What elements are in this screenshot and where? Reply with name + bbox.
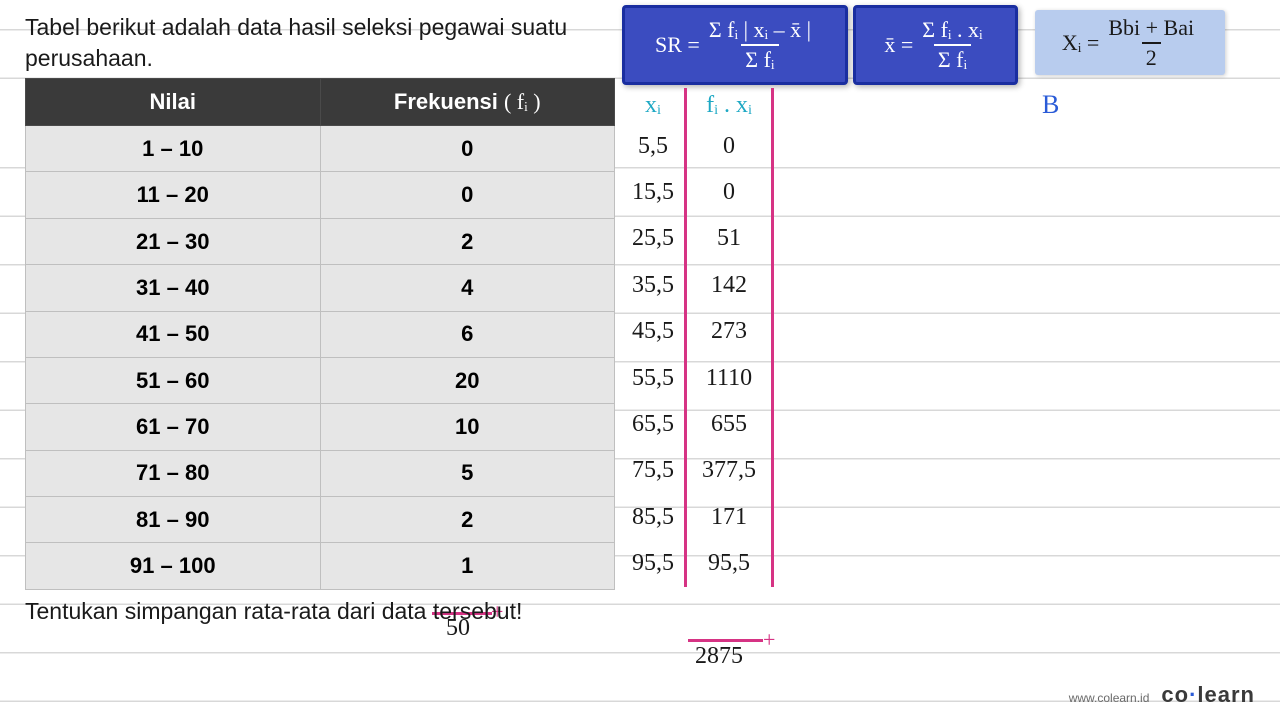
col-frekuensi-header: Frekuensi ( fᵢ ) (320, 79, 615, 126)
cell-frekuensi: 0 (320, 172, 615, 218)
table-row: 41 – 506 (26, 311, 615, 357)
table-row: 61 – 7010 (26, 404, 615, 450)
cell-nilai: 61 – 70 (26, 404, 321, 450)
cell-frekuensi: 20 (320, 357, 615, 403)
col-nilai-header: Nilai (26, 79, 321, 126)
cell-nilai: 91 – 100 (26, 543, 321, 589)
cell-frekuensi: 2 (320, 218, 615, 264)
data-table: Nilai Frekuensi ( fᵢ ) 1 – 10011 – 20021… (25, 78, 615, 590)
cell-nilai: 41 – 50 (26, 311, 321, 357)
table-row: 1 – 100 (26, 126, 615, 172)
title-line-1: Tabel berikut adalah data hasil seleksi … (25, 14, 567, 40)
footer-logo: co·learn (1161, 682, 1255, 708)
table-row: 91 – 1001 (26, 543, 615, 589)
cell-frekuensi: 5 (320, 450, 615, 496)
cell-frekuensi: 1 (320, 543, 615, 589)
footer-url: www.colearn.id (1069, 691, 1150, 705)
table-row: 51 – 6020 (26, 357, 615, 403)
cell-nilai: 31 – 40 (26, 265, 321, 311)
cell-frekuensi: 4 (320, 265, 615, 311)
problem-title: Tabel berikut adalah data hasil seleksi … (0, 0, 1280, 78)
title-line-2: perusahaan. (25, 45, 153, 71)
footer: www.colearn.id co·learn (1069, 682, 1255, 708)
table-row: 11 – 200 (26, 172, 615, 218)
cell-frekuensi: 10 (320, 404, 615, 450)
question-text: Tentukan simpangan rata-rata dari data t… (0, 590, 1280, 625)
cell-nilai: 51 – 60 (26, 357, 321, 403)
cell-nilai: 11 – 20 (26, 172, 321, 218)
table-row: 81 – 902 (26, 497, 615, 543)
cell-frekuensi: 6 (320, 311, 615, 357)
table-row: 21 – 302 (26, 218, 615, 264)
cell-frekuensi: 2 (320, 497, 615, 543)
cell-nilai: 1 – 10 (26, 126, 321, 172)
table-row: 31 – 404 (26, 265, 615, 311)
plus-fixi: + (763, 627, 775, 653)
cell-nilai: 21 – 30 (26, 218, 321, 264)
sum-fixi: 2875 (695, 643, 743, 670)
cell-frekuensi: 0 (320, 126, 615, 172)
cell-nilai: 81 – 90 (26, 497, 321, 543)
cell-nilai: 71 – 80 (26, 450, 321, 496)
pink-underline-fixi (688, 639, 763, 642)
table-row: 71 – 805 (26, 450, 615, 496)
